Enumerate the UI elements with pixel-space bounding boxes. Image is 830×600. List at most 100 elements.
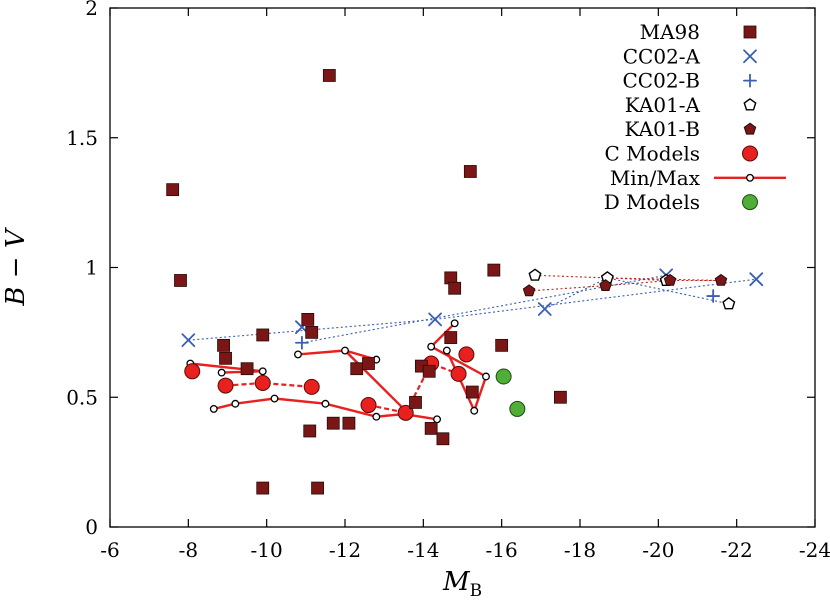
point-cc02-b <box>295 335 309 350</box>
x-tick-label: -10 <box>251 538 283 562</box>
data-points <box>166 69 764 495</box>
y-tick-label: 0 <box>85 515 98 539</box>
point-min-max <box>433 415 441 424</box>
point-ma98 <box>448 281 462 295</box>
point-ma98 <box>311 481 324 495</box>
x-stroke <box>749 272 764 287</box>
legend-label-c-models: C Models <box>605 142 700 166</box>
point-min-max <box>442 346 451 355</box>
point-ka01-b <box>663 273 677 286</box>
legend-marker-ka01-b <box>743 122 757 135</box>
min-max-line <box>430 345 487 378</box>
y-tick-label: 1 <box>85 256 98 280</box>
min-max-line <box>430 322 456 348</box>
point-min-max <box>372 412 381 421</box>
legend-label-ma98: MA98 <box>640 20 700 44</box>
x-tick-label: -18 <box>564 538 596 562</box>
y-tick-label: 1.5 <box>66 126 98 150</box>
point-ma98 <box>436 432 450 446</box>
legend-marker-cc02-a <box>743 49 757 64</box>
point-d-models <box>495 368 512 385</box>
x-tick-label: -24 <box>799 538 830 562</box>
point-min-max <box>470 406 479 415</box>
point-ka01-a <box>722 296 736 310</box>
point-ma98 <box>422 364 436 378</box>
x-tick-label: -8 <box>179 538 198 562</box>
y-tick-label: 0.5 <box>66 385 98 409</box>
point-cc02-a <box>749 272 764 287</box>
x-axis-label-main: M <box>442 567 471 597</box>
x-tick-label: -12 <box>329 538 361 562</box>
legend-label-cc02-b: CC02-B <box>622 69 700 93</box>
point-c-models <box>254 374 271 391</box>
legend-marker-ka01-a <box>743 98 757 111</box>
point-min-max <box>217 368 226 377</box>
point-ma98 <box>342 416 356 430</box>
point-ka01-a <box>528 268 542 281</box>
point-min-max <box>427 342 436 351</box>
point-ma98 <box>256 481 270 495</box>
dotted-connector-line <box>188 278 757 341</box>
point-min-max <box>231 399 240 408</box>
x-tick-label: -6 <box>100 538 119 562</box>
point-ma98 <box>554 390 567 404</box>
point-ma98 <box>166 183 180 197</box>
point-min-max <box>341 346 349 355</box>
point-ma98 <box>305 325 319 339</box>
point-min-max <box>294 350 302 359</box>
point-ma98 <box>219 351 232 365</box>
dotted-connector-line <box>534 274 722 282</box>
legend-label-ka01-b: KA01-B <box>625 117 700 141</box>
x-stroke <box>428 312 442 327</box>
point-c-models <box>397 404 414 421</box>
point-ma98 <box>465 385 479 399</box>
point-min-max <box>209 404 218 413</box>
point-ka01-b <box>522 284 536 297</box>
point-c-models <box>458 346 475 363</box>
point-ma98 <box>174 274 187 287</box>
legend-marker-min-max <box>746 173 754 182</box>
dotted-connector-line <box>529 279 721 292</box>
x-tick-label: -16 <box>486 538 518 562</box>
legend-marker-c-models <box>742 145 758 162</box>
c-model-dashed-line <box>368 362 459 415</box>
point-min-max <box>258 367 267 376</box>
x-tick-label: -20 <box>642 538 674 562</box>
point-ma98 <box>409 396 422 409</box>
point-ma98 <box>256 328 270 342</box>
point-ma98 <box>303 424 317 438</box>
point-min-max <box>482 372 490 381</box>
point-min-max <box>450 319 459 328</box>
legend-label-d-models: D Models <box>604 190 700 214</box>
legend-label-min-max: Min/Max <box>610 166 701 190</box>
x-stroke <box>181 333 196 348</box>
point-cc02-a <box>428 312 442 327</box>
x-axis-label: MB <box>442 567 482 600</box>
point-min-max <box>270 394 279 403</box>
x-tick-label: -22 <box>721 538 753 562</box>
x-tick-label: -14 <box>407 538 439 562</box>
point-ma98 <box>240 362 254 376</box>
point-c-models <box>360 397 377 414</box>
point-ma98 <box>322 69 336 82</box>
point-ma98 <box>362 357 375 370</box>
min-max-line <box>344 349 409 414</box>
legend-marker-d-models <box>742 194 758 211</box>
x-axis-label-subscript: B <box>470 581 483 600</box>
dotted-connector-line <box>301 274 667 344</box>
legend-label-ka01-a: KA01-A <box>625 93 701 117</box>
point-ma98 <box>495 338 509 352</box>
c-model-dashed-line <box>225 381 312 388</box>
point-ka01-b <box>599 279 612 291</box>
point-ma98 <box>301 312 315 326</box>
point-cc02-a <box>181 333 196 348</box>
point-ma98 <box>424 421 438 435</box>
x-stroke <box>537 302 552 316</box>
point-ka01-b <box>714 273 728 286</box>
point-min-max <box>321 399 330 408</box>
point-c-models <box>184 363 201 380</box>
legend-marker-ma98 <box>743 25 757 39</box>
legend-label-cc02-a: CC02-A <box>623 44 701 68</box>
legend-marker-cc02-b <box>743 73 757 88</box>
